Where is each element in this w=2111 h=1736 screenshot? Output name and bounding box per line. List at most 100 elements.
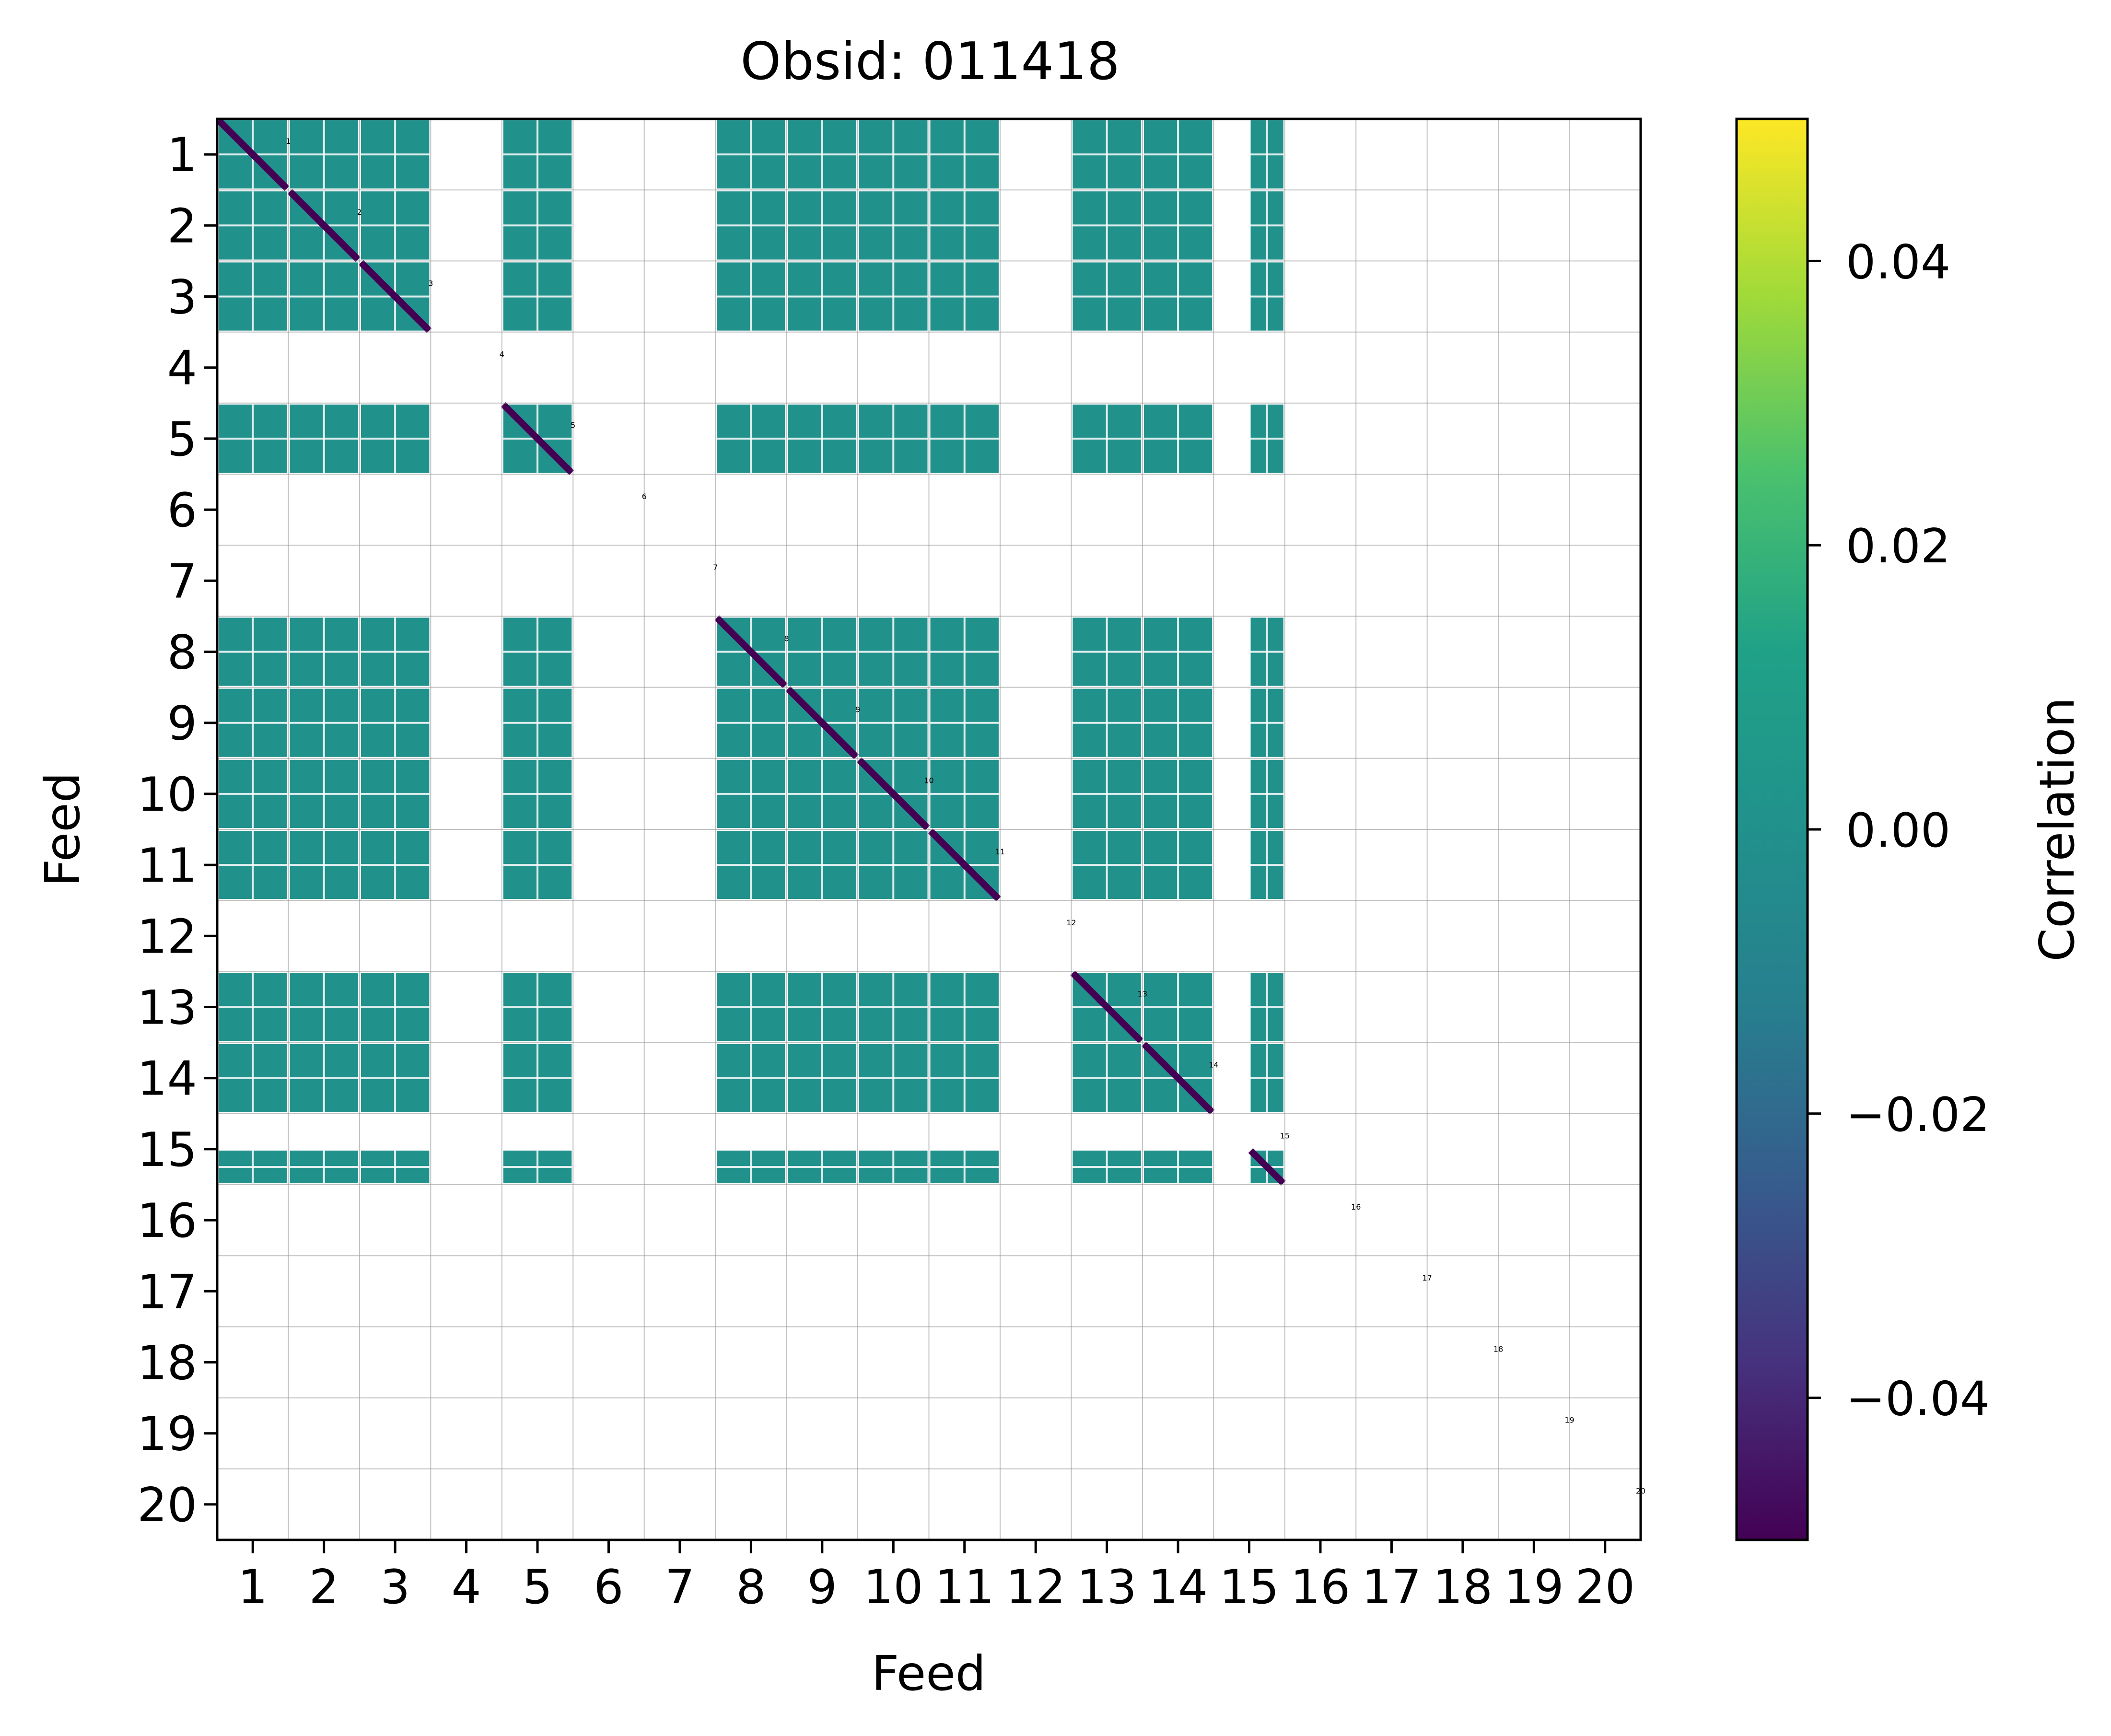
x-tick-label: 8 [736, 1560, 766, 1615]
diagonal-segment [928, 828, 1001, 902]
heatmap-cell [290, 831, 358, 899]
diagonal-label: 14 [1209, 1060, 1218, 1069]
heatmap-cell [788, 1044, 857, 1112]
colorbar-tick-label: −0.04 [1846, 1372, 1990, 1427]
heatmap-cell [788, 1150, 857, 1183]
diagonal-label: 9 [855, 705, 860, 714]
heatmap-cell [290, 759, 358, 828]
diagonal-label: 11 [995, 847, 1005, 856]
x-tick-label: 14 [1148, 1560, 1208, 1615]
x-tick-label: 12 [1006, 1560, 1066, 1615]
y-tick-label: 20 [137, 1478, 197, 1533]
heatmap-cell [930, 404, 999, 473]
heatmap-cell [788, 618, 857, 686]
diagonal-segment [216, 118, 290, 191]
heatmap-cell [930, 618, 999, 686]
heatmap-cell [1073, 120, 1141, 189]
heatmap-cell [859, 1150, 928, 1183]
diagonal-label: 8 [784, 634, 789, 643]
heatmap-cell [1143, 688, 1213, 757]
heatmap-cell [1143, 404, 1213, 473]
heatmap-cell [1250, 618, 1283, 686]
heatmap-cell [361, 618, 430, 686]
diagonal-label: 17 [1422, 1273, 1432, 1282]
heatmap-cell [1250, 688, 1283, 757]
colorbar-tick-label: 0.04 [1846, 235, 1950, 290]
heatmap-cell [717, 120, 785, 189]
x-tick-label: 17 [1362, 1560, 1422, 1615]
x-tick-label: 6 [594, 1560, 623, 1615]
heatmap-cell [503, 688, 572, 757]
x-axis-label: Feed [872, 1645, 986, 1701]
heatmap-cell [503, 1044, 572, 1112]
heatmap-cell [290, 1150, 358, 1183]
heatmap-cell [859, 191, 928, 260]
heatmap-cell [361, 688, 430, 757]
diagonal-label: 4 [500, 350, 504, 359]
diagonal-segment [358, 260, 432, 333]
diagonal-segment [1141, 1041, 1215, 1115]
diagonal-label: 6 [642, 492, 647, 501]
y-tick-label: 8 [167, 626, 197, 680]
heatmap-cell [290, 618, 358, 686]
colorbar-label: Correlation [2029, 697, 2085, 961]
y-tick-label: 18 [137, 1336, 197, 1391]
heatmap-cell [290, 688, 358, 757]
y-tick-label: 10 [137, 768, 197, 822]
heatmap-cell [1143, 759, 1213, 828]
heatmap-cell [503, 191, 572, 260]
colorbar-tick-label: 0.02 [1846, 519, 1950, 574]
heatmap-cell [1250, 1044, 1283, 1112]
heatmap-cell [717, 1150, 785, 1183]
heatmap-cell [717, 759, 785, 828]
heatmap-cell [930, 262, 999, 331]
heatmap-cell [290, 262, 358, 331]
heatmap-cell [290, 120, 358, 189]
x-tick-label: 11 [934, 1560, 994, 1615]
heatmap-cell [1073, 759, 1141, 828]
heatmap-cell [1250, 759, 1283, 828]
heatmap-cell [503, 759, 572, 828]
y-tick-label: 14 [137, 1052, 197, 1107]
heatmap-cell [1143, 1150, 1213, 1183]
heatmap-cell [930, 759, 999, 828]
heatmap-cell [503, 831, 572, 899]
heatmap-cell [930, 688, 999, 757]
heatmap-cell [930, 191, 999, 260]
heatmap-cell [361, 191, 430, 260]
y-tick-label: 19 [137, 1407, 197, 1462]
chart-title: Obsid: 011418 [740, 32, 1120, 92]
y-tick-label: 12 [137, 909, 197, 964]
heatmap-cell [859, 262, 928, 331]
heatmap-cell [859, 688, 928, 757]
heatmap-cell [361, 120, 430, 189]
y-tick-label: 9 [167, 697, 197, 751]
x-tick-label: 20 [1575, 1560, 1635, 1615]
heatmap-cell [1073, 618, 1141, 686]
heatmap-cell [859, 404, 928, 473]
heatmap-cell [290, 973, 358, 1041]
heatmap-cell [930, 1044, 999, 1112]
heatmap-cell [361, 404, 430, 473]
heatmap-diagonal [216, 118, 1286, 1186]
heatmap-cell [1143, 618, 1213, 686]
heatmap-cell [219, 404, 287, 473]
heatmap-cell [859, 120, 928, 189]
y-tick-label: 4 [167, 341, 197, 396]
x-tick-label: 15 [1219, 1560, 1279, 1615]
heatmap-cell [1250, 191, 1283, 260]
heatmap-cell [290, 1044, 358, 1112]
heatmap-cell [930, 120, 999, 189]
heatmap-cell [788, 191, 857, 260]
plot-frame [216, 117, 1642, 1541]
diagonal-label: 2 [357, 208, 362, 217]
heatmap-cell [859, 973, 928, 1041]
heatmap-cell [717, 973, 785, 1041]
heatmap-cell [788, 262, 857, 331]
heatmap-cell [219, 759, 287, 828]
heatmap-cell [930, 973, 999, 1041]
y-tick-label: 13 [137, 981, 197, 1036]
heatmap-cell [361, 973, 430, 1041]
heatmap-cell [503, 973, 572, 1041]
heatmap-cell [1250, 831, 1283, 899]
